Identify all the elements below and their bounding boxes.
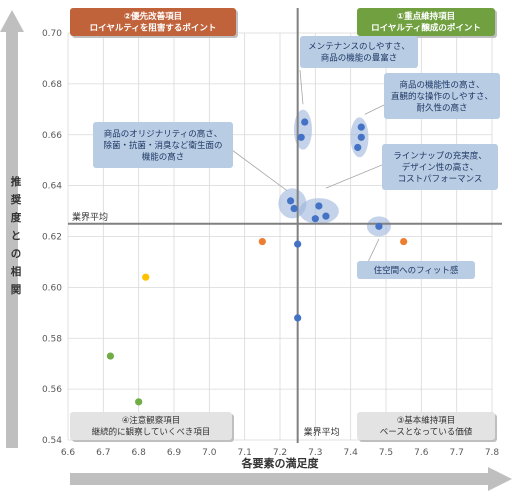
x-axis-arrow-shaft: [70, 473, 490, 485]
x-tick-label: 7.8: [485, 448, 500, 458]
quadrant-label-text: ③基本維持項目: [397, 415, 456, 426]
data-point: [106, 352, 114, 360]
y-tick-label: 0.62: [42, 233, 62, 243]
x-tick-label: 6.9: [167, 448, 182, 458]
data-point: [294, 240, 302, 248]
y-tick-label: 0.70: [42, 29, 62, 39]
quadrant-label-bg: [70, 412, 232, 440]
x-axis-title: 各要素の満足度: [241, 456, 320, 470]
quadrant-label-text: ベースとなっている価値: [380, 427, 473, 438]
data-point: [287, 197, 295, 205]
annotation-box-text: 機能の高さ: [142, 151, 185, 162]
annotation-box-text: 商品の機能の豊富さ: [321, 53, 398, 64]
annotation-box-text: 商品のオリジナリティの高さ、: [104, 128, 223, 139]
annotation-box-text: デザイン性の高さ、: [402, 162, 479, 173]
y-axis-title-char: の: [11, 248, 22, 260]
y-axis-arrow-shaft: [6, 30, 18, 448]
data-point: [311, 215, 319, 223]
x-tick-label: 6.7: [96, 448, 110, 458]
annotation-box-text: コストパフォーマンス: [398, 174, 483, 184]
data-point: [142, 273, 150, 281]
x-tick-label: 7.3: [308, 448, 322, 458]
y-axis-title-char: と: [11, 230, 22, 242]
data-point: [375, 222, 383, 230]
annotation-box: 住空間へのフィット感: [357, 261, 475, 279]
x-tick-label: 7.1: [238, 448, 252, 458]
annotation-box: メンテナンスのしやすさ、商品の機能の豊富さ: [300, 36, 418, 68]
x-tick-label: 7.4: [344, 448, 359, 458]
y-axis-title-char: 相: [11, 265, 22, 278]
data-point: [322, 212, 330, 220]
annotation-leader: [325, 164, 383, 189]
x-tick-label: 6.6: [61, 448, 76, 458]
reference-y-label: 業界平均: [72, 211, 108, 223]
annotation-box-text: 除菌・抗菌・消臭など衛生面の: [103, 140, 222, 151]
y-axis-title-char: 推: [11, 175, 22, 188]
data-point: [357, 123, 365, 131]
x-tick-label: 7.6: [414, 448, 429, 458]
quadrant-label-bg: [357, 8, 495, 36]
quadrant-label-text: ②優先改善項目: [124, 11, 182, 22]
y-tick-label: 0.66: [42, 131, 62, 141]
annotation-box: ラインナップの充実度、デザイン性の高さ、コストパフォーマンス: [382, 144, 498, 190]
data-point: [297, 133, 305, 141]
quadrant-label-text: ロイヤルティを阻害するポイント: [90, 23, 217, 34]
annotation-box-bg: [384, 73, 500, 119]
annotation-box-text: メンテナンスのしやすさ、: [308, 42, 410, 52]
reference-x-label: 業界平均: [304, 426, 340, 438]
annotation-leader: [231, 149, 288, 192]
x-tick-label: 7.0: [202, 448, 217, 458]
data-point: [357, 133, 365, 141]
y-tick-label: 0.60: [42, 283, 62, 293]
y-tick-label: 0.64: [42, 182, 62, 192]
y-tick-label: 0.58: [42, 334, 62, 344]
y-axis-title-char: 関: [11, 284, 22, 296]
data-point: [258, 237, 266, 246]
annotation-leader: [299, 69, 304, 105]
data-point: [290, 204, 298, 213]
x-axis-arrow-head: [488, 467, 512, 491]
x-tick-label: 7.7: [450, 448, 464, 458]
x-tick-label: 6.8: [132, 448, 147, 458]
annotation-box-text: 耐久性の高さ: [416, 102, 467, 113]
annotation-leader: [364, 104, 385, 115]
y-axis-title-char: 奨: [10, 193, 22, 206]
quadrant-label-text: ①重点維持項目: [397, 11, 455, 22]
y-axis-arrow-head: [0, 10, 24, 32]
y-tick-label: 0.68: [42, 80, 62, 90]
annotation-box-bg: [300, 36, 418, 68]
group-highlight: [298, 198, 339, 225]
annotation-box-text: 商品の機能性の高さ、: [399, 79, 484, 90]
data-point: [354, 143, 362, 152]
y-tick-label: 0.56: [42, 385, 62, 395]
x-tick-label: 7.5: [379, 448, 393, 458]
annotation-box-text: 住空間へのフィット感: [374, 265, 459, 276]
annotation-box-bg: [93, 122, 233, 168]
annotation-leader: [367, 238, 380, 263]
quadrant-label-text: ④注意観察項目: [122, 415, 181, 426]
annotation-box-bg: [382, 144, 498, 190]
y-axis-title-char: 度: [11, 211, 22, 224]
annotation-box-text: 直観的な操作のしやすさ、: [391, 91, 493, 102]
data-point: [400, 237, 408, 246]
x-tick-label: 7.2: [273, 448, 287, 458]
y-tick-label: 0.54: [42, 436, 62, 446]
annotation-box-bg: [357, 261, 475, 279]
data-point: [135, 398, 143, 406]
annotation-box-text: ラインナップの充実度、: [393, 150, 487, 161]
quadrant-label-bg: [70, 8, 236, 36]
quadrant-label-text: ロイヤルティ醸成のポイント: [371, 23, 481, 34]
quadrant-label-text: 継続的に観察していくべき項目: [92, 427, 211, 438]
annotation-box: 商品の機能性の高さ、直観的な操作のしやすさ、耐久性の高さ: [384, 73, 500, 119]
data-point: [315, 202, 323, 210]
data-point: [301, 118, 309, 126]
quadrant-label-bg: [357, 412, 495, 440]
data-point: [294, 314, 302, 322]
